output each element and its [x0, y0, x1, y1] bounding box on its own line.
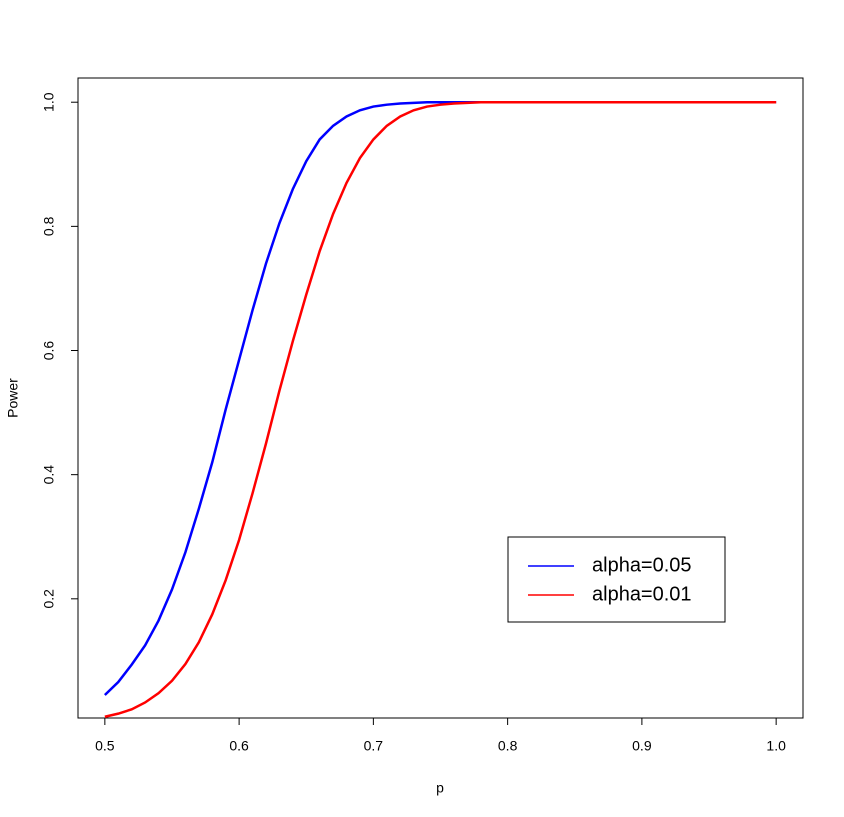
legend-box — [507, 536, 726, 623]
x-tick-label: 0.9 — [632, 738, 652, 754]
y-tick-label: 1.0 — [41, 92, 57, 112]
x-axis-label: p — [436, 780, 444, 796]
y-axis-label: Power — [5, 378, 21, 418]
x-tick-label: 0.6 — [229, 738, 249, 754]
y-tick-label: 0.4 — [41, 465, 57, 485]
legend-text: alpha=0.05 — [592, 554, 692, 576]
x-tick-label: 1.0 — [766, 738, 786, 754]
series-line — [104, 100, 777, 718]
y-tick-label: 0.8 — [41, 216, 57, 236]
y-tick-label: 0.2 — [41, 589, 57, 609]
x-tick-label: 0.5 — [95, 738, 115, 754]
x-tick-label: 0.8 — [498, 738, 518, 754]
y-tick-label: 0.6 — [41, 341, 57, 361]
x-tick-label: 0.7 — [364, 738, 384, 754]
legend-text: alpha=0.01 — [592, 583, 692, 605]
